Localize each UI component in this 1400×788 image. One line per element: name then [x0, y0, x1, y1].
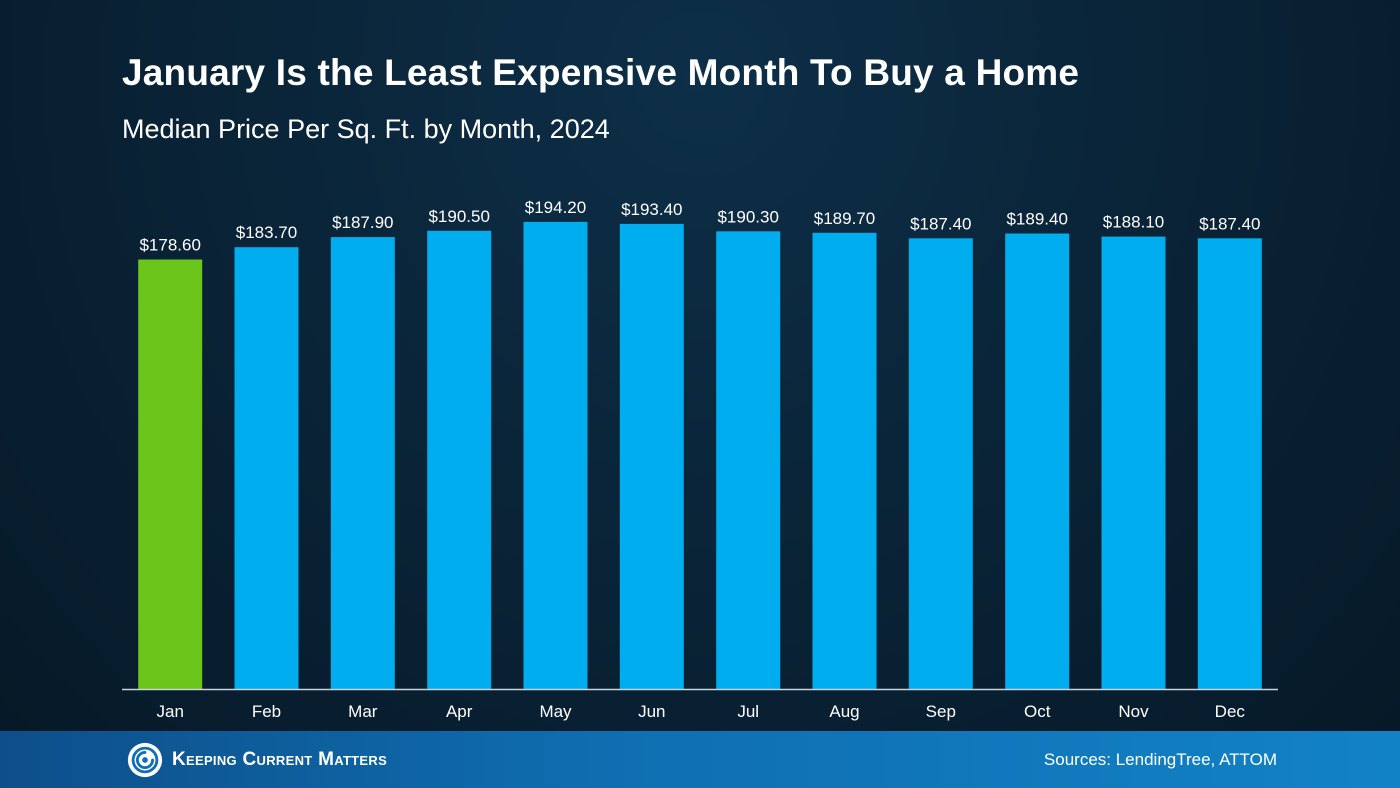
- bar-apr: [427, 230, 492, 690]
- bar-nov: [1101, 236, 1166, 689]
- value-label-jan: $178.60: [139, 236, 200, 255]
- value-label-jun: $193.40: [621, 200, 682, 219]
- brand-logo: Keeping Current Matters: [126, 741, 387, 779]
- x-tick-label-oct: Oct: [1024, 702, 1051, 721]
- sources-note: Sources: LendingTree, ATTOM: [1043, 750, 1277, 769]
- x-tick-label-nov: Nov: [1118, 702, 1149, 721]
- x-tick-label-jan: Jan: [156, 702, 183, 721]
- x-tick-label-sep: Sep: [926, 702, 956, 721]
- x-tick-label-may: May: [539, 702, 572, 721]
- x-tick-label-aug: Aug: [829, 702, 859, 721]
- value-label-mar: $187.90: [332, 213, 393, 232]
- chart-title: January Is the Least Expensive Month To …: [122, 52, 1080, 93]
- bar-dec: [1197, 238, 1262, 690]
- bar-aug: [812, 232, 877, 690]
- value-label-dec: $187.40: [1199, 214, 1260, 233]
- value-label-feb: $183.70: [236, 223, 297, 242]
- value-label-sep: $187.40: [910, 214, 971, 233]
- x-tick-label-apr: Apr: [446, 702, 473, 721]
- value-label-jul: $190.30: [717, 207, 778, 226]
- x-tick-label-jun: Jun: [638, 702, 665, 721]
- x-tick-label-feb: Feb: [252, 702, 281, 721]
- bar-feb: [234, 247, 299, 689]
- bar-jul: [716, 231, 781, 690]
- bar-group: [138, 221, 1262, 690]
- value-label-aug: $189.70: [814, 209, 875, 228]
- x-tick-label-dec: Dec: [1215, 702, 1246, 721]
- x-tick-label-jul: Jul: [737, 702, 759, 721]
- bar-jun: [619, 223, 684, 689]
- bar-may: [523, 221, 588, 689]
- brand-name: Keeping Current Matters: [172, 749, 388, 770]
- bar-mar: [330, 237, 395, 689]
- value-label-nov: $188.10: [1103, 213, 1164, 232]
- chart-subtitle: Median Price Per Sq. Ft. by Month, 2024: [122, 114, 610, 144]
- value-label-group: $178.60 $183.70 $187.90 $190.50 $194.20 $193.…: [139, 198, 1260, 255]
- x-tick-label-mar: Mar: [348, 702, 378, 721]
- value-label-oct: $189.40: [1006, 210, 1067, 229]
- x-tick-label-group: Jan Feb Mar Apr May Jun Jul Aug Sep Oct Nov Dec: [156, 702, 1245, 721]
- value-label-apr: $190.50: [428, 207, 489, 226]
- footer-bar: Keeping Current Matters Sources: Lending…: [0, 731, 1400, 788]
- bar-chart: $178.60 $183.70 $187.90 $190.50 $194.20 $193.…: [122, 198, 1278, 721]
- bar-oct: [1005, 233, 1070, 689]
- value-label-may: $194.20: [525, 198, 586, 217]
- bar-jan: [138, 259, 203, 689]
- kcm-swirl-logo-icon: [127, 742, 163, 778]
- bar-sep: [908, 238, 973, 690]
